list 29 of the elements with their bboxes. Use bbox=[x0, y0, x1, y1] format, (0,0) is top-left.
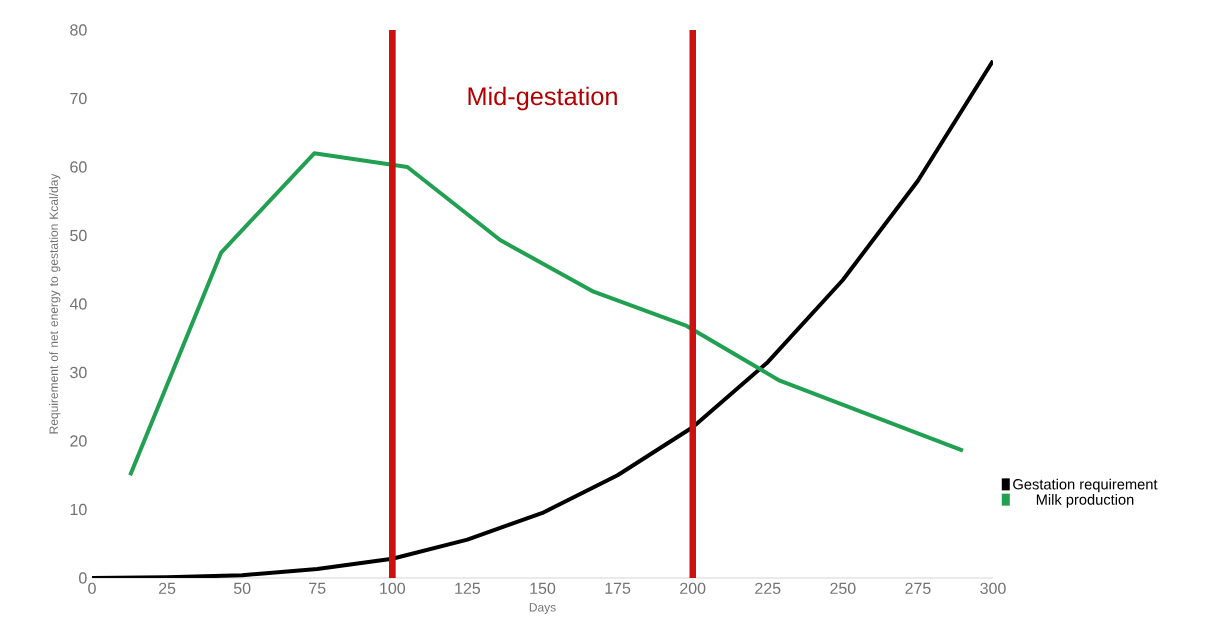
x-tick-label: 25 bbox=[158, 582, 176, 595]
y-tick-label: 70 bbox=[70, 92, 87, 105]
x-tick-label: 225 bbox=[755, 582, 781, 595]
x-tick-label: 0 bbox=[88, 582, 96, 595]
y-tick-label: 30 bbox=[70, 366, 87, 379]
x-axis-title: Days bbox=[529, 603, 556, 614]
x-tick-label: 200 bbox=[680, 582, 706, 595]
y-tick-label: 40 bbox=[69, 298, 87, 310]
y-tick-label: 60 bbox=[70, 161, 87, 173]
y-tick-label: 50 bbox=[70, 229, 87, 242]
annotation: Mid-gestation bbox=[468, 86, 617, 111]
y-axis-title: Requirement of net energy to gestation Kcal/day bbox=[49, 173, 61, 434]
x-tick-label: 250 bbox=[830, 582, 856, 595]
x-tick-label: 100 bbox=[380, 582, 406, 595]
legend-label: Gestation requirement bbox=[1013, 478, 1158, 493]
x-tick-label: 275 bbox=[905, 582, 931, 595]
x-tick-label: 75 bbox=[309, 582, 326, 594]
x-tick-label: 175 bbox=[605, 582, 631, 594]
x-tick-label: 150 bbox=[530, 582, 556, 595]
legend-label: Milk production bbox=[1036, 494, 1134, 508]
x-tick-label: 300 bbox=[980, 582, 1006, 595]
y-tick-label: 20 bbox=[70, 435, 87, 447]
x-tick-label: 125 bbox=[455, 582, 481, 595]
y-tick-label: 0 bbox=[79, 572, 87, 584]
x-tick-label: 50 bbox=[233, 582, 251, 595]
line-series bbox=[92, 58, 993, 578]
y-tick-label: 10 bbox=[70, 503, 87, 516]
y-tick-label: 80 bbox=[70, 24, 87, 36]
line-series bbox=[128, 151, 965, 478]
